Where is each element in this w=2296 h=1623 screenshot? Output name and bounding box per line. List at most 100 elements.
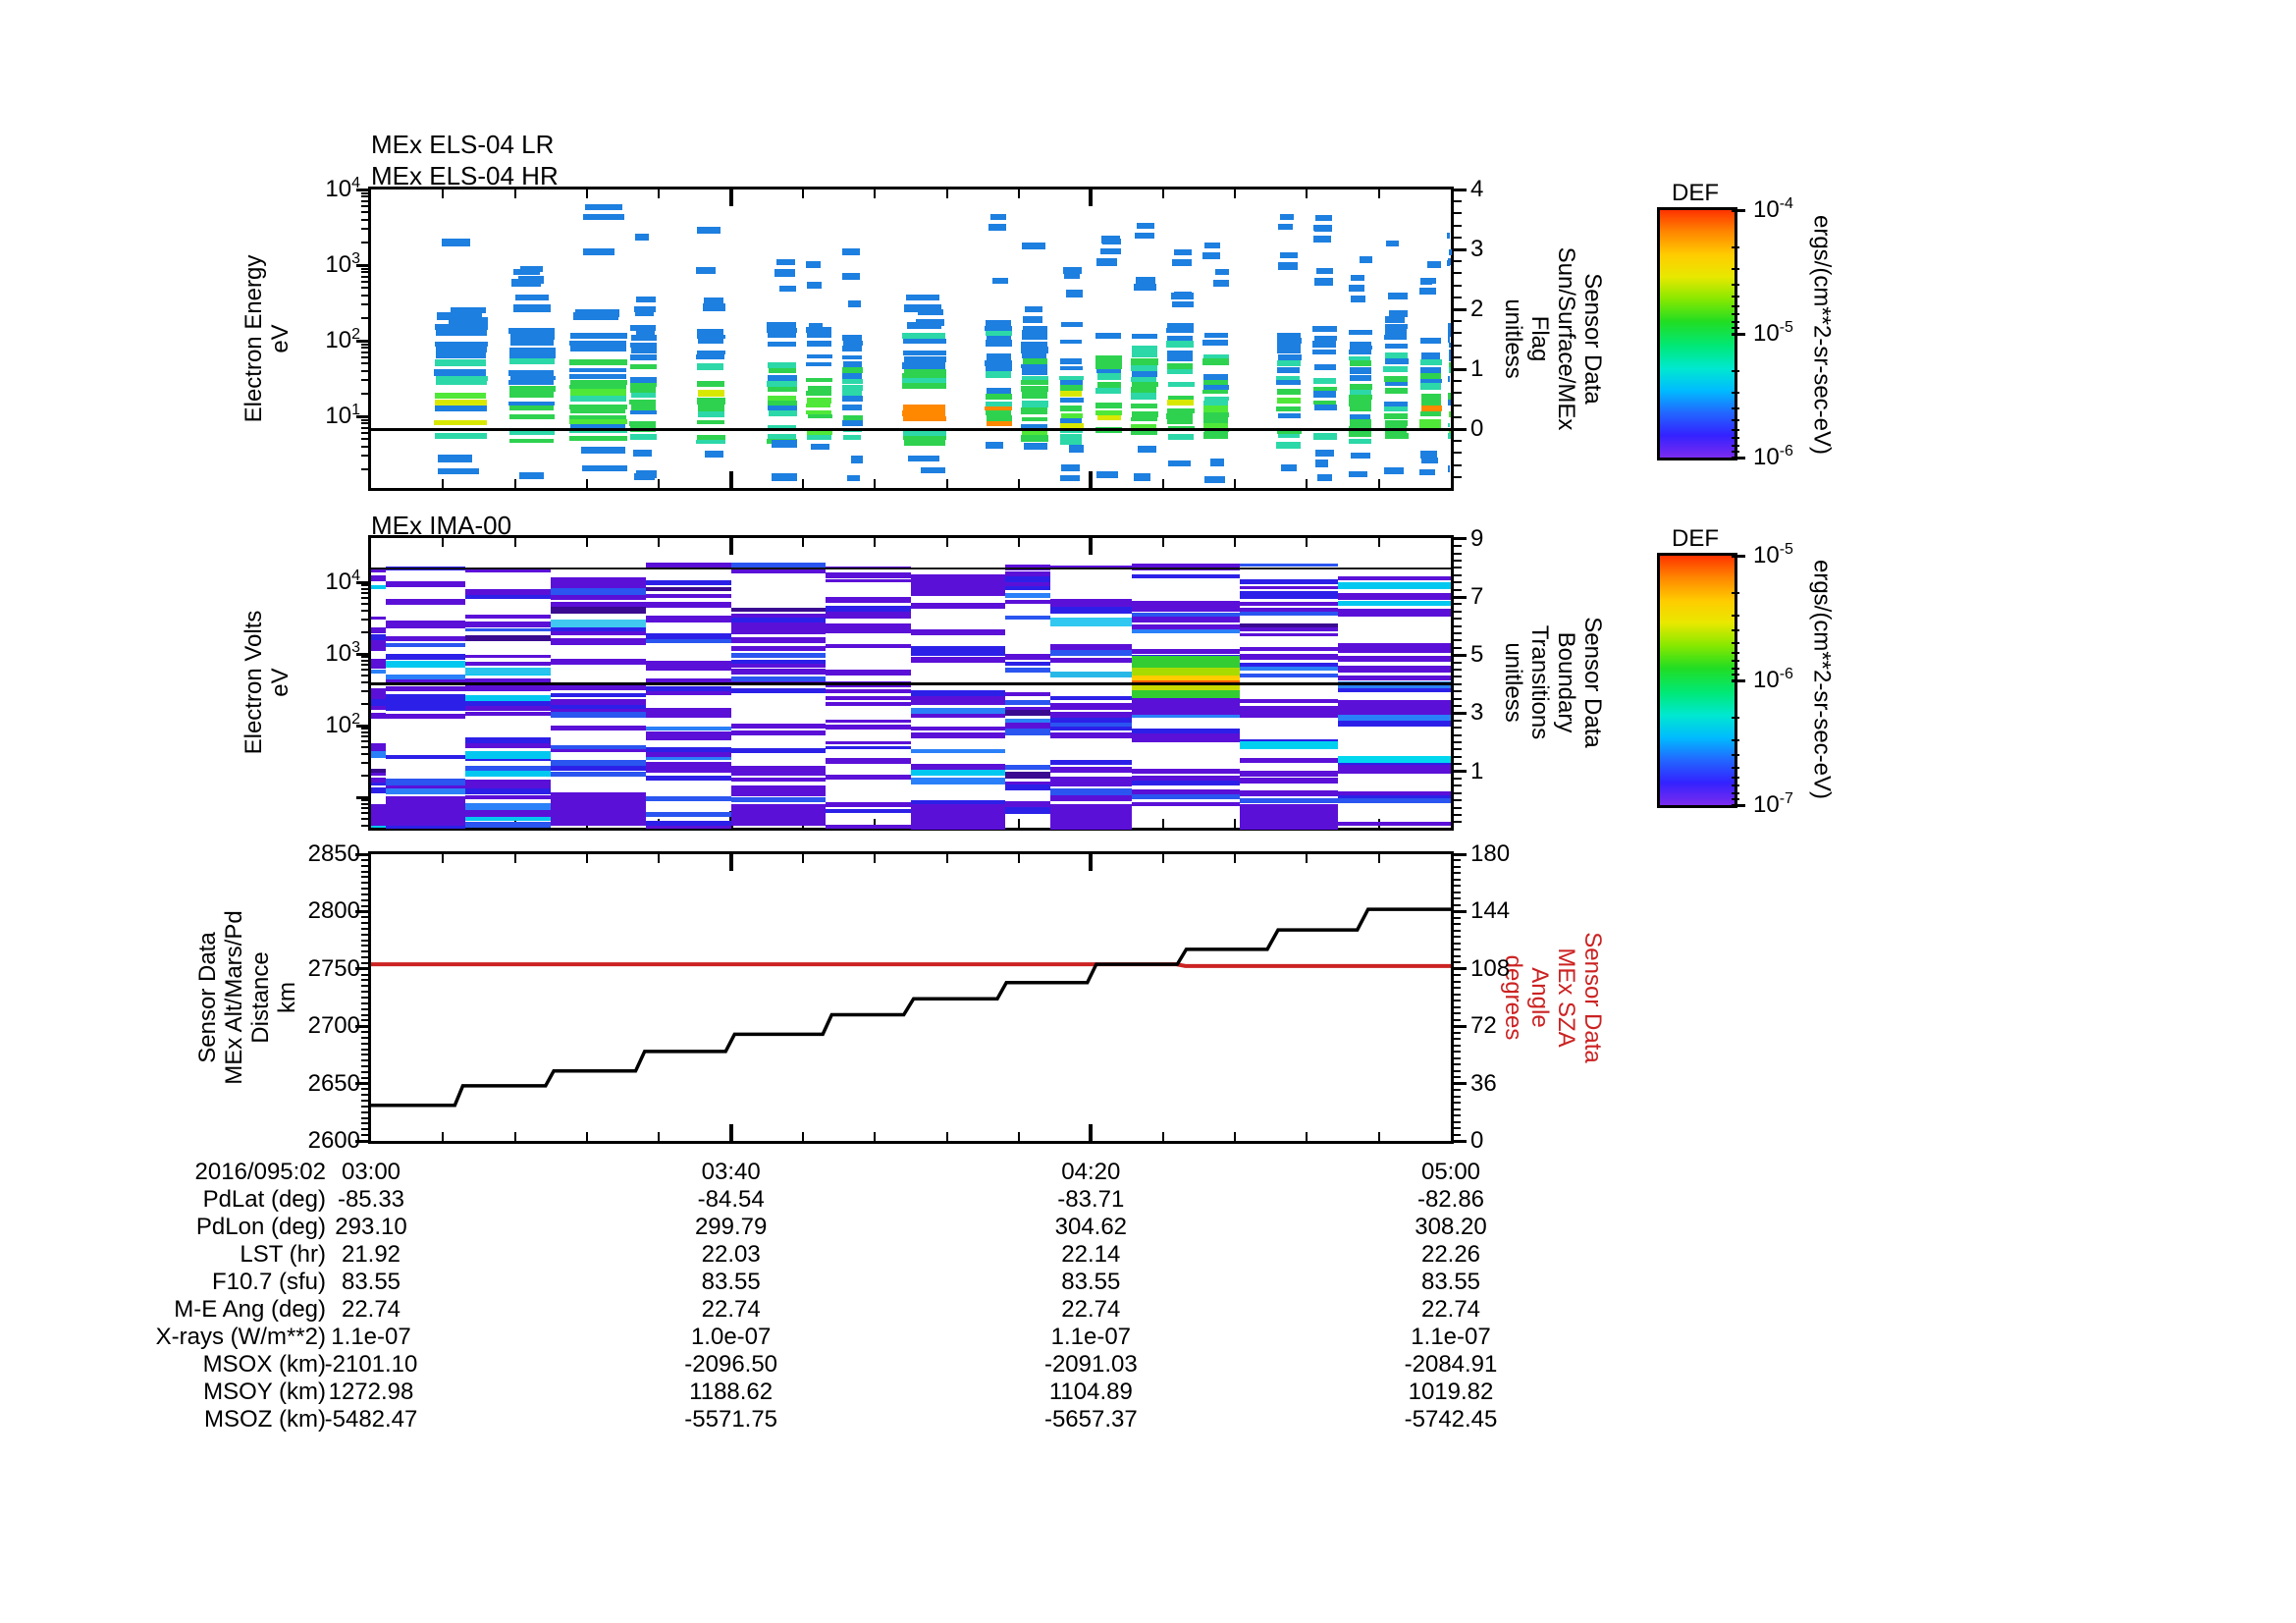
ima-bar [385,700,466,706]
els-dash [779,285,797,293]
colorbar2-title: DEF [1672,525,1719,552]
els-dash [1420,450,1437,459]
ima-bar [1005,581,1051,587]
els-bar [985,406,1012,411]
els-bar [1385,388,1408,394]
els-bar [1276,442,1301,449]
els-bar [1059,406,1083,411]
els-bar [842,434,862,440]
table-cell: 1188.62 [689,1379,774,1405]
els-dash [1384,315,1405,323]
alt-tick [361,1042,368,1045]
x-tick [1089,538,1094,555]
els-dash [1095,470,1119,478]
els-dash [1167,460,1191,467]
y-minor-tick [361,199,368,202]
ima-bar [1005,772,1051,779]
els-bar [1313,335,1338,341]
ima-bar [911,573,1006,579]
els-dash [1314,225,1331,232]
els-bar [1059,375,1084,380]
x-tick [1161,479,1164,488]
ima-bar [385,788,466,795]
els-bar [1095,355,1122,362]
table-cell: 83.55 [1420,1269,1481,1295]
els-bar [806,434,831,440]
cb-minor-tick [1732,667,1739,670]
els-bar [570,332,627,339]
x-tick [658,1132,661,1141]
ima-bar [551,658,646,665]
els-bar [767,433,797,440]
els-dash [437,312,483,320]
els-bar [435,433,487,439]
els-bar [985,325,1012,331]
alt-tick [361,1116,368,1119]
cb-major-tick [1732,803,1745,807]
ima-bar [1338,769,1451,774]
y-minor-tick [361,392,368,395]
ima-bottom-band [911,804,1006,827]
els-bar [1350,346,1372,351]
alt-tick [361,997,368,999]
ima-bar [825,606,911,613]
ima-bar [371,627,386,633]
ima-bar [645,714,731,719]
ima-bar [371,787,386,794]
els-bar [1022,428,1047,436]
els-bar [768,362,797,369]
ima-bar [1005,728,1051,735]
ima-bar [645,685,731,691]
els-dash [584,203,623,210]
ima-bar [1239,602,1339,607]
els-bar [986,339,1013,347]
ima-bar [1338,609,1451,614]
els-bar [1061,413,1084,418]
els-dash [1349,470,1368,478]
els-bar [1349,414,1371,420]
x-tick [1306,538,1308,547]
ima-bar [371,584,386,590]
els-bar [842,385,863,392]
els-bar [510,334,556,340]
sza-tick [1454,1031,1461,1034]
ima-bar [730,627,826,635]
ima-bar [1131,613,1240,618]
els-bar [508,353,556,358]
els-bar [697,350,725,354]
els-bar [842,373,862,380]
cb-minor-tick [1732,268,1739,271]
right-major-tick [1454,188,1467,191]
table-cell: 22.74 [1420,1296,1481,1323]
els-bar [987,420,1013,426]
table-cell: 308.20 [1415,1214,1487,1240]
ima-bar [1050,657,1132,664]
x-tick [1018,1132,1020,1141]
right-minor-tick [1454,272,1462,275]
els-bar [629,420,657,426]
ima-bar [1338,794,1451,798]
right-minor-tick [1454,669,1462,671]
ima-patch-band [465,668,552,675]
x-tick [442,479,445,488]
y-minor-tick [361,228,368,231]
y-minor-tick [361,422,368,425]
ima-bar [465,595,552,600]
table-cell: 1104.89 [1048,1379,1133,1405]
ima-bar [1239,646,1339,651]
alt-tick [361,973,368,976]
els-dash [572,312,618,320]
els-bar [903,369,946,374]
els-dash [1389,309,1409,318]
els-dash [451,307,487,314]
els-bar [1348,394,1372,401]
x-tick [945,854,948,863]
els-bar [1021,401,1048,408]
els-dash [704,297,723,304]
ima-bar [645,812,731,817]
cb-major-tick [1732,678,1745,682]
ima-bar [465,685,552,692]
els-bar [568,341,626,347]
els-dash [1134,473,1150,481]
